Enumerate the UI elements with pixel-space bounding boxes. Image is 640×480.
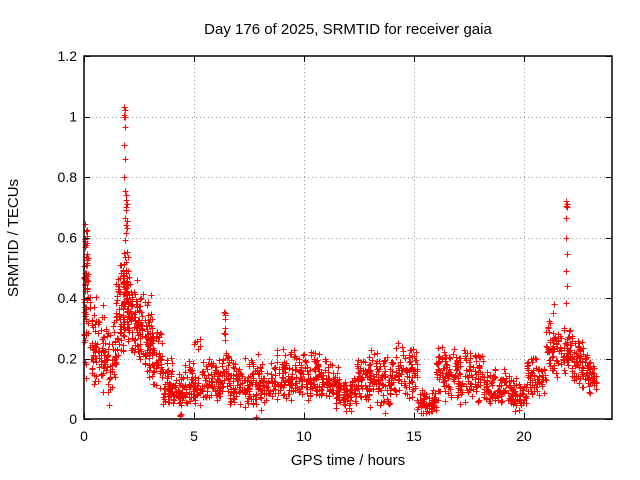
y-tick-label: 1 [69, 109, 77, 125]
x-tick-labels: 0 5 10 15 20 [80, 428, 532, 444]
axis-ticks [84, 56, 612, 420]
y-tick-label: 1.2 [58, 48, 78, 64]
x-tick-label: 0 [80, 428, 88, 444]
y-tick-label: 0.2 [58, 351, 78, 367]
y-tick-label: 0.8 [58, 169, 78, 185]
chart-title: Day 176 of 2025, SRMTID for receiver gai… [204, 21, 492, 38]
scatter-points [81, 104, 600, 421]
y-axis-label: SRMTID / TECUs [5, 179, 22, 297]
plot-area-border [83, 55, 613, 420]
y-tick-label: 0 [69, 411, 77, 427]
x-tick-label: 5 [190, 428, 198, 444]
gridlines [84, 56, 612, 419]
y-tick-label: 0.4 [58, 290, 78, 306]
x-axis-label: GPS time / hours [291, 452, 405, 469]
y-tick-labels: 0 0.2 0.4 0.6 0.8 1 1.2 [58, 48, 78, 427]
x-tick-label: 10 [296, 428, 312, 444]
y-tick-label: 0.6 [58, 230, 78, 246]
x-tick-label: 15 [406, 428, 422, 444]
x-tick-label: 20 [516, 428, 532, 444]
